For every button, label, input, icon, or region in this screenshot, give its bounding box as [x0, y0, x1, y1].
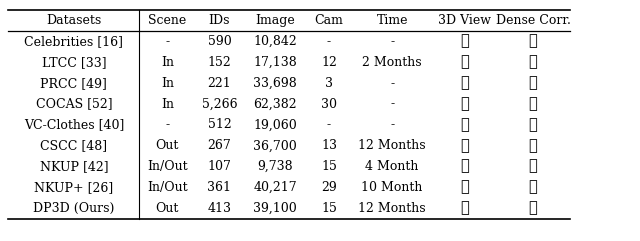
Text: VC-Clothes [40]: VC-Clothes [40] [24, 118, 124, 131]
Text: ✗: ✗ [461, 139, 469, 153]
Text: 33,698: 33,698 [253, 77, 297, 90]
Text: Cam: Cam [314, 14, 344, 27]
Text: 13: 13 [321, 139, 337, 152]
Text: NKUP [42]: NKUP [42] [40, 160, 108, 173]
Text: ✗: ✗ [461, 118, 469, 132]
Text: 29: 29 [321, 181, 337, 194]
Text: CSCC [48]: CSCC [48] [40, 139, 108, 152]
Text: -: - [165, 35, 170, 48]
Text: ✗: ✗ [529, 160, 538, 174]
Text: ✗: ✗ [529, 118, 538, 132]
Text: In/Out: In/Out [147, 160, 188, 173]
Text: 10 Month: 10 Month [362, 181, 423, 194]
Text: ✓: ✓ [461, 201, 469, 215]
Text: 30: 30 [321, 98, 337, 111]
Text: ✗: ✗ [529, 97, 538, 111]
Text: Out: Out [156, 139, 179, 152]
Text: ✗: ✗ [529, 139, 538, 153]
Text: 512: 512 [207, 118, 231, 131]
Text: ✗: ✗ [461, 181, 469, 194]
Text: Scene: Scene [148, 14, 186, 27]
Text: 36,700: 36,700 [253, 139, 297, 152]
Text: 2 Months: 2 Months [362, 56, 422, 69]
Text: 12 Months: 12 Months [358, 139, 426, 152]
Text: -: - [390, 98, 394, 111]
Text: In: In [161, 98, 174, 111]
Text: 5,266: 5,266 [202, 98, 237, 111]
Text: 9,738: 9,738 [257, 160, 293, 173]
Text: In/Out: In/Out [147, 181, 188, 194]
Text: 3: 3 [325, 77, 333, 90]
Text: ✗: ✗ [529, 181, 538, 194]
Text: ✗: ✗ [529, 55, 538, 69]
Text: IDs: IDs [209, 14, 230, 27]
Text: Celebrities [16]: Celebrities [16] [24, 35, 124, 48]
Text: In: In [161, 77, 174, 90]
Text: ✗: ✗ [461, 160, 469, 174]
Text: 221: 221 [207, 77, 231, 90]
Text: ✗: ✗ [529, 76, 538, 90]
Text: 40,217: 40,217 [253, 181, 297, 194]
Text: Dense Corr.: Dense Corr. [495, 14, 570, 27]
Text: ✗: ✗ [461, 97, 469, 111]
Text: NKUP+ [26]: NKUP+ [26] [34, 181, 113, 194]
Text: -: - [390, 77, 394, 90]
Text: ✗: ✗ [461, 76, 469, 90]
Text: 15: 15 [321, 160, 337, 173]
Text: 12: 12 [321, 56, 337, 69]
Text: 3D View: 3D View [438, 14, 492, 27]
Text: 62,382: 62,382 [253, 98, 297, 111]
Text: LTCC [33]: LTCC [33] [42, 56, 106, 69]
Text: ✗: ✗ [529, 34, 538, 48]
Text: In: In [161, 56, 174, 69]
Text: 10,842: 10,842 [253, 35, 297, 48]
Text: 413: 413 [207, 202, 232, 215]
Text: 590: 590 [207, 35, 231, 48]
Text: 361: 361 [207, 181, 232, 194]
Text: -: - [327, 35, 331, 48]
Text: Datasets: Datasets [46, 14, 102, 27]
Text: PRCC [49]: PRCC [49] [40, 77, 108, 90]
Text: 19,060: 19,060 [253, 118, 297, 131]
Text: 4 Month: 4 Month [365, 160, 419, 173]
Text: ✗: ✗ [461, 55, 469, 69]
Text: 39,100: 39,100 [253, 202, 297, 215]
Text: 267: 267 [207, 139, 231, 152]
Text: Out: Out [156, 202, 179, 215]
Text: 12 Months: 12 Months [358, 202, 426, 215]
Text: -: - [165, 118, 170, 131]
Text: -: - [390, 35, 394, 48]
Text: -: - [327, 118, 331, 131]
Text: -: - [390, 118, 394, 131]
Text: Time: Time [376, 14, 408, 27]
Text: Image: Image [255, 14, 295, 27]
Text: 107: 107 [207, 160, 231, 173]
Text: ✗: ✗ [461, 34, 469, 48]
Text: ✓: ✓ [529, 201, 538, 215]
Text: 17,138: 17,138 [253, 56, 297, 69]
Text: DP3D (Ours): DP3D (Ours) [33, 202, 115, 215]
Text: COCAS [52]: COCAS [52] [35, 98, 112, 111]
Text: 152: 152 [207, 56, 231, 69]
Text: 15: 15 [321, 202, 337, 215]
